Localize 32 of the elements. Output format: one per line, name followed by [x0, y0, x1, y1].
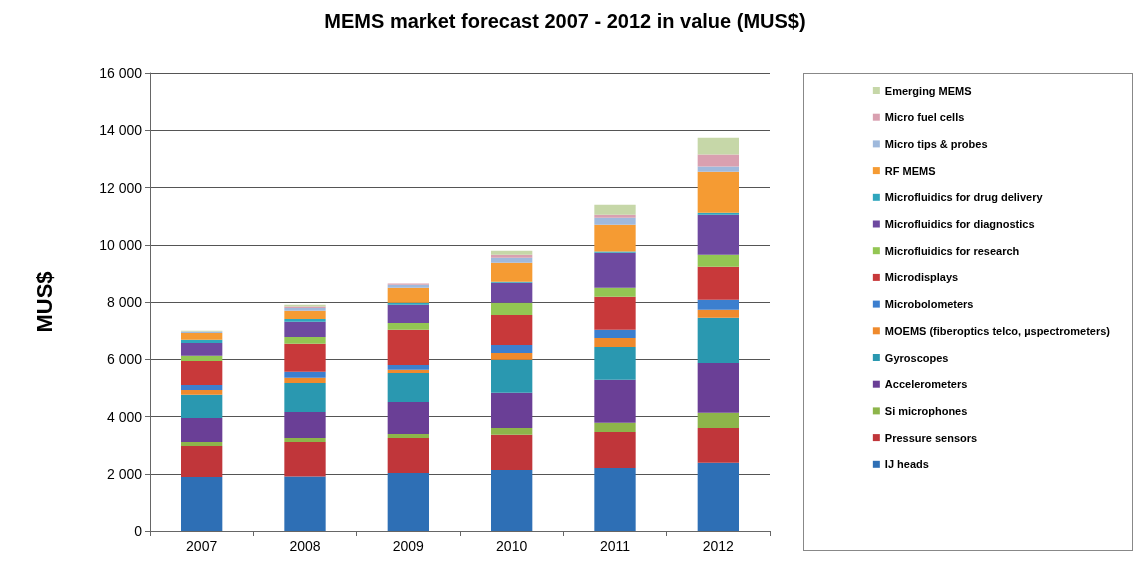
legend-label: Si microphones: [884, 404, 968, 417]
x-tick-label: 2011: [599, 538, 631, 554]
legend-label: Micro tips & probes: [884, 137, 988, 150]
y-tick-label: 14 000: [99, 122, 143, 139]
y-tick-label: 6 000: [106, 351, 143, 368]
legend-label: IJ heads: [884, 458, 929, 471]
legend-label: MOEMS (fiberoptics telco, µspectrometers): [884, 324, 1111, 337]
x-tick-label: 2008: [289, 538, 321, 554]
legend-label: Microfluidics for diagnostics: [884, 218, 1035, 230]
y-tick-label: 10 000: [99, 236, 143, 253]
legend-label: Pressure sensors: [884, 431, 978, 444]
legend-label: Gyroscopes: [884, 351, 949, 364]
x-tick-label: 2012: [702, 538, 735, 554]
legend-label: Microbolometers: [884, 298, 974, 311]
y-tick-label: 12 000: [99, 179, 143, 196]
x-tick-label: 2010: [496, 538, 528, 554]
legend-label: Microfluidics for drug delivery: [884, 191, 1044, 204]
legend-label: RF MEMS: [884, 164, 936, 177]
y-tick-label: 2 000: [106, 465, 143, 482]
legend-label: Accelerometers: [884, 378, 968, 391]
chart-title: MEMS market forecast 2007 - 2012 in value (MUS$): [324, 10, 806, 32]
legend-label: Emerging MEMS: [884, 84, 972, 97]
y-tick-label: 16 000: [99, 65, 143, 81]
y-tick-label: 0: [134, 523, 143, 539]
legend-label: Microfluidics for research: [884, 244, 1020, 257]
legend-label: Microdisplays: [884, 271, 959, 284]
x-tick-label: 2009: [392, 538, 425, 554]
legend-label: Micro fuel cells: [884, 111, 965, 124]
y-axis-title: MUS$: [31, 271, 57, 333]
y-tick-label: 4 000: [106, 408, 143, 425]
y-tick-label: 8 000: [106, 294, 143, 310]
x-tick-label: 2007: [186, 538, 218, 554]
